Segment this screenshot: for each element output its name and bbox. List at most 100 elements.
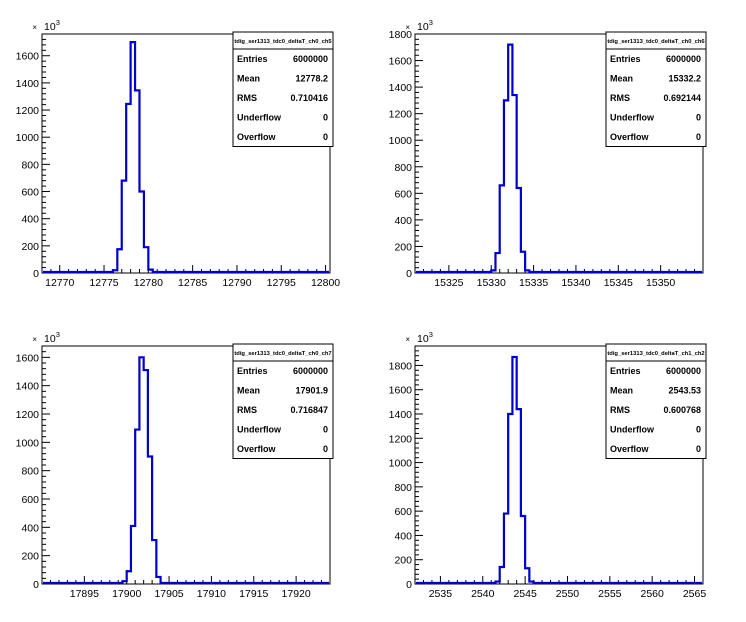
stats-value: 0.600768 — [663, 405, 701, 415]
y-tick-label: 0 — [406, 579, 412, 591]
histogram-bin — [156, 577, 160, 584]
stats-value: 0 — [323, 444, 328, 454]
stats-box — [232, 31, 334, 147]
histogram-bin — [131, 42, 135, 273]
y-tick-label: 0 — [406, 268, 412, 280]
y-tick-label: 1600 — [389, 385, 413, 397]
stats-label: RMS — [610, 93, 630, 103]
y-tick-label: 600 — [394, 188, 412, 200]
x-tick-label: 12785 — [178, 277, 207, 289]
stats-value: 6000000 — [293, 366, 328, 376]
x-tick-label: 12770 — [45, 277, 74, 289]
y-tick-label: 600 — [21, 187, 39, 199]
histogram-bin — [117, 249, 121, 273]
histogram-bin — [126, 104, 130, 273]
histogram-line — [43, 41, 329, 274]
y-tick-label: 200 — [394, 241, 412, 253]
x-tick-label: 17915 — [239, 588, 268, 600]
stats-label: Underflow — [237, 113, 282, 123]
stats-label: Overflow — [610, 132, 650, 142]
stats-label: Entries — [610, 366, 641, 376]
histogram-pad-4: 2535 2540 2545 2550 2555 2560 2565 0 200 400 600 80… — [389, 330, 707, 600]
y-tick-label: 1200 — [389, 433, 413, 445]
stats-value: 6000000 — [666, 54, 701, 64]
histogram-pad-1: 12770 12775 12780 12785 12790 12795 12800 0 200 4… — [16, 18, 341, 289]
histogram-bin — [135, 430, 139, 584]
histogram-bin — [504, 100, 508, 273]
y-multiplier-times: × — [405, 23, 410, 32]
x-tick-label: 12795 — [267, 277, 296, 289]
stats-value: 12778.2 — [295, 74, 328, 84]
stats-label: Overflow — [237, 132, 277, 142]
y-tick-label: 400 — [21, 522, 39, 534]
x-tick-label: 15350 — [646, 277, 675, 289]
y-multiplier-base: 10 — [44, 21, 56, 33]
x-tick-label: 17920 — [282, 588, 311, 600]
histogram-bin — [521, 252, 525, 273]
y-tick-label: 0 — [33, 268, 39, 280]
y-tick-label: 1400 — [389, 409, 413, 421]
y-tick-label: 1600 — [389, 56, 413, 68]
histogram-bin — [517, 188, 521, 273]
y-multiplier-exp: 3 — [56, 330, 60, 339]
y-tick-label: 400 — [394, 530, 412, 542]
y-multiplier-label: 103 — [44, 18, 60, 33]
stats-label: Underflow — [610, 113, 655, 123]
histogram-bin — [122, 581, 126, 584]
y-multiplier-exp: 3 — [56, 18, 60, 27]
stats-value: 0 — [323, 425, 328, 435]
stats-value: 15332.2 — [668, 74, 701, 84]
stats-value: 0.710416 — [290, 93, 328, 103]
stats-value: 0 — [696, 444, 701, 454]
x-tick-label: 12800 — [311, 277, 340, 289]
y-tick-label: 200 — [21, 241, 39, 253]
histogram-bin — [512, 95, 516, 273]
y-multiplier-times: × — [32, 23, 37, 32]
stats-value: 0 — [696, 425, 701, 435]
stats-box — [232, 343, 334, 459]
y-tick-label: 1400 — [16, 78, 40, 90]
histogram-line — [416, 43, 702, 274]
y-multiplier-base: 10 — [44, 333, 56, 345]
y-tick-label: 1200 — [16, 105, 40, 117]
histogram-title: tdig_ser1313_tdc0_deltaT_ch1_ch2 — [607, 351, 704, 357]
stats-value: 0 — [696, 113, 701, 123]
y-tick-label: 1400 — [389, 82, 413, 94]
y-multiplier-base: 10 — [417, 21, 429, 33]
stats-value: 17901.9 — [295, 386, 328, 396]
histogram-bin — [148, 457, 152, 585]
stats-label: RMS — [237, 405, 257, 415]
y-multiplier-times: × — [405, 335, 410, 344]
y-tick-label: 400 — [21, 214, 39, 226]
y-tick-label: 1800 — [389, 29, 413, 41]
histogram-bin — [512, 357, 516, 584]
histogram-bin — [495, 582, 499, 584]
stats-value: 2543.53 — [668, 386, 701, 396]
histogram-bin — [127, 571, 131, 584]
stats-label: RMS — [237, 93, 257, 103]
y-multiplier-label: 103 — [417, 330, 433, 345]
x-tick-label: 12790 — [222, 277, 251, 289]
histogram-bin — [508, 414, 512, 584]
histogram-title: tdig_ser1313_tdc0_deltaT_ch0_ch5 — [234, 39, 332, 45]
y-tick-label: 1800 — [389, 360, 413, 372]
y-tick-label: 800 — [394, 482, 412, 494]
histogram-bin — [144, 247, 148, 273]
stats-label: Entries — [237, 54, 268, 64]
histogram-title: tdig_ser1313_tdc0_deltaT_ch0_ch6 — [607, 39, 705, 45]
stats-label: Entries — [610, 54, 641, 64]
histogram-pad-3: 17895 17900 17905 17910 17915 17920 0 200 400 600… — [16, 330, 334, 600]
x-tick-label: 2560 — [640, 588, 664, 600]
histogram-bin — [517, 409, 521, 584]
y-tick-label: 200 — [394, 555, 412, 567]
y-multiplier-label: 103 — [417, 18, 433, 33]
stats-label: Mean — [610, 74, 633, 84]
x-tick-label: 15340 — [561, 277, 590, 289]
stats-label: Overflow — [610, 444, 650, 454]
histogram-bin — [500, 567, 504, 584]
y-tick-label: 1000 — [16, 437, 40, 449]
stats-value: 6000000 — [293, 54, 328, 64]
histogram-bin — [525, 270, 529, 273]
histogram-bin — [500, 185, 504, 273]
histogram-bin — [113, 270, 117, 273]
